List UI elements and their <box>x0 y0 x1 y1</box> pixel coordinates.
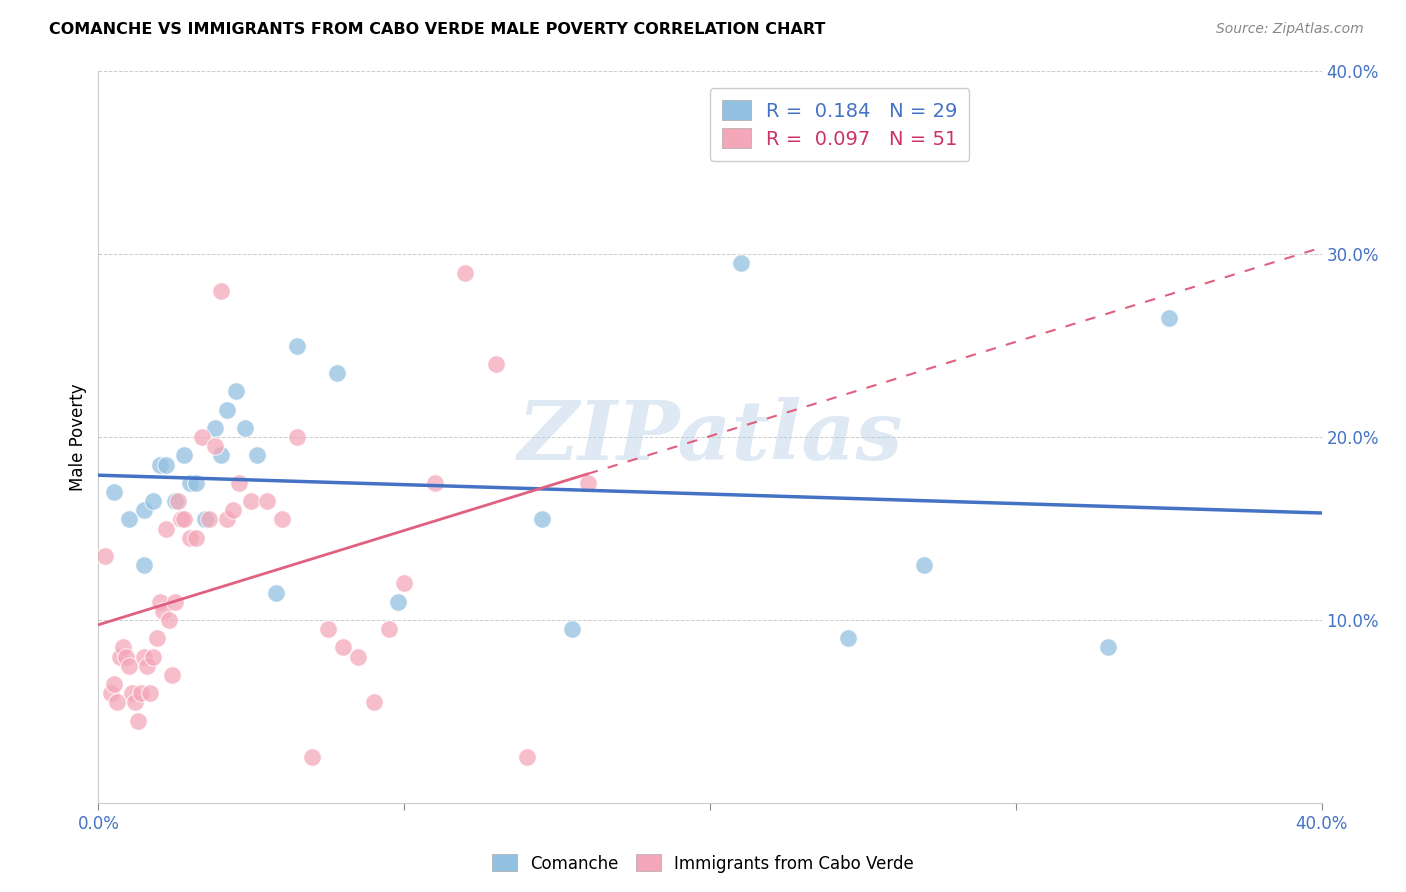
Point <box>246 448 269 462</box>
Point <box>124 695 146 709</box>
Point <box>576 475 599 490</box>
Point <box>264 585 287 599</box>
Point <box>530 512 553 526</box>
Point <box>155 521 177 535</box>
Point <box>225 384 247 399</box>
Point <box>186 531 208 545</box>
Point <box>163 594 186 608</box>
Point <box>387 594 409 608</box>
Point <box>228 475 250 490</box>
Point <box>103 485 125 500</box>
Point <box>142 494 165 508</box>
Point <box>332 640 354 655</box>
Point <box>186 475 208 490</box>
Point <box>316 622 339 636</box>
Point <box>912 558 935 573</box>
Point <box>163 494 186 508</box>
Point <box>157 613 180 627</box>
Point <box>100 686 122 700</box>
Point <box>173 448 195 462</box>
Point <box>111 640 134 655</box>
Point <box>134 503 156 517</box>
Point <box>561 622 583 636</box>
Point <box>1097 640 1119 655</box>
Point <box>204 439 226 453</box>
Point <box>454 266 477 280</box>
Point <box>301 750 323 764</box>
Text: Source: ZipAtlas.com: Source: ZipAtlas.com <box>1216 22 1364 37</box>
Point <box>194 512 217 526</box>
Point <box>204 421 226 435</box>
Point <box>167 494 190 508</box>
Point <box>209 284 232 298</box>
Point <box>326 366 349 380</box>
Point <box>160 667 183 681</box>
Text: COMANCHE VS IMMIGRANTS FROM CABO VERDE MALE POVERTY CORRELATION CHART: COMANCHE VS IMMIGRANTS FROM CABO VERDE M… <box>49 22 825 37</box>
Point <box>516 750 538 764</box>
Point <box>392 576 416 591</box>
Point <box>179 475 201 490</box>
Point <box>285 338 308 352</box>
Point <box>108 649 131 664</box>
Point <box>215 402 238 417</box>
Point <box>378 622 401 636</box>
Point <box>270 512 292 526</box>
Legend: Comanche, Immigrants from Cabo Verde: Comanche, Immigrants from Cabo Verde <box>485 847 921 880</box>
Point <box>115 649 138 664</box>
Point <box>209 448 232 462</box>
Text: ZIPatlas: ZIPatlas <box>517 397 903 477</box>
Point <box>118 512 141 526</box>
Point <box>197 512 219 526</box>
Point <box>347 649 370 664</box>
Point <box>222 503 245 517</box>
Point <box>134 649 156 664</box>
Point <box>215 512 238 526</box>
Point <box>142 649 165 664</box>
Point <box>155 458 177 472</box>
Point <box>149 594 172 608</box>
Y-axis label: Male Poverty: Male Poverty <box>69 384 87 491</box>
Point <box>730 256 752 270</box>
Point <box>173 512 195 526</box>
Point <box>149 458 172 472</box>
Point <box>127 714 149 728</box>
Point <box>118 658 141 673</box>
Point <box>152 604 174 618</box>
Point <box>170 512 193 526</box>
Point <box>145 632 167 646</box>
Point <box>837 632 859 646</box>
Point <box>256 494 278 508</box>
Point <box>240 494 263 508</box>
Point <box>121 686 143 700</box>
Point <box>363 695 385 709</box>
Point <box>485 357 508 371</box>
Point <box>233 421 256 435</box>
Point <box>103 677 125 691</box>
Point <box>105 695 128 709</box>
Point <box>285 430 308 444</box>
Point <box>134 558 156 573</box>
Point <box>191 430 214 444</box>
Point <box>1157 311 1180 326</box>
Point <box>129 686 152 700</box>
Point <box>423 475 446 490</box>
Point <box>139 686 162 700</box>
Point <box>136 658 159 673</box>
Legend: R =  0.184   N = 29, R =  0.097   N = 51: R = 0.184 N = 29, R = 0.097 N = 51 <box>710 88 969 161</box>
Point <box>93 549 115 563</box>
Point <box>179 531 201 545</box>
